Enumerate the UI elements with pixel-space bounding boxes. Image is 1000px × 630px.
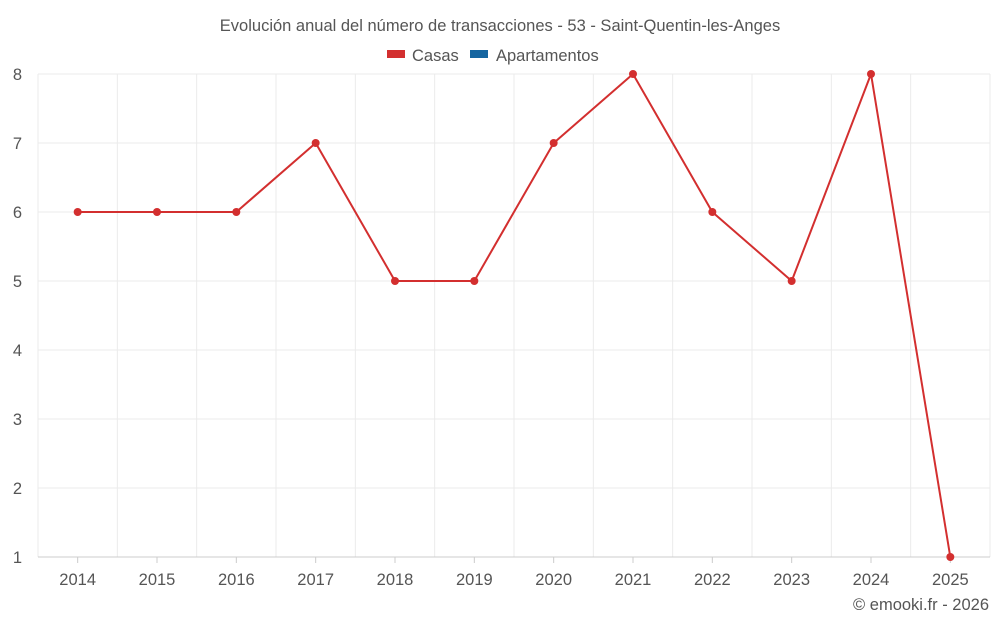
y-tick-label: 6 bbox=[13, 204, 22, 222]
credit-text: © emooki.fr - 2026 bbox=[853, 596, 989, 614]
x-tick-label: 2025 bbox=[932, 571, 969, 589]
legend-item-casas[interactable]: Casas bbox=[387, 47, 459, 65]
series-line-casas bbox=[77, 73, 952, 558]
data-point-casas[interactable] bbox=[946, 553, 955, 561]
x-tick-label: 2014 bbox=[59, 571, 96, 589]
data-point-casas[interactable] bbox=[629, 70, 637, 78]
chart-title: Evolución anual del número de transaccio… bbox=[220, 17, 780, 35]
y-tick-label: 5 bbox=[13, 273, 22, 291]
legend-swatch-casas bbox=[387, 50, 405, 58]
data-point-casas[interactable] bbox=[311, 139, 320, 147]
y-tick-label: 3 bbox=[13, 411, 22, 429]
x-tick-label: 2024 bbox=[853, 571, 890, 589]
data-point-casas[interactable] bbox=[787, 277, 796, 285]
legend: Casas Apartamentos bbox=[387, 47, 599, 65]
legend-label-casas: Casas bbox=[412, 47, 459, 65]
y-tick-label: 1 bbox=[13, 549, 22, 567]
y-tick-label: 7 bbox=[13, 135, 22, 153]
data-point-casas[interactable] bbox=[391, 277, 399, 285]
data-point-casas[interactable] bbox=[549, 139, 558, 147]
x-tick-label: 2016 bbox=[218, 571, 255, 589]
y-tick-label: 4 bbox=[13, 342, 22, 360]
x-tick-label: 2018 bbox=[377, 571, 414, 589]
x-tick-label: 2022 bbox=[694, 571, 731, 589]
y-tick-label: 8 bbox=[13, 66, 22, 84]
legend-label-apartamentos: Apartamentos bbox=[496, 47, 599, 65]
data-point-casas[interactable] bbox=[470, 277, 479, 285]
y-tick-label: 2 bbox=[13, 480, 22, 498]
x-tick-label: 2020 bbox=[535, 571, 572, 589]
axes: 1 2 3 4 5 6 7 8 2014 2015 2016 2017 2018 2019 2020 2021… bbox=[13, 66, 990, 589]
legend-swatch-apartamentos bbox=[470, 50, 488, 58]
x-tick-label: 2023 bbox=[773, 571, 810, 589]
grid bbox=[37, 73, 991, 557]
x-tick-label: 2021 bbox=[615, 571, 652, 589]
data-point-casas[interactable] bbox=[73, 208, 82, 216]
data-point-casas[interactable] bbox=[708, 208, 717, 216]
legend-item-apartamentos[interactable]: Apartamentos bbox=[470, 47, 599, 65]
data-point-casas[interactable] bbox=[867, 70, 875, 78]
data-point-casas[interactable] bbox=[153, 208, 161, 216]
x-tick-label: 2015 bbox=[139, 571, 176, 589]
x-tick-label: 2019 bbox=[456, 571, 493, 589]
data-point-casas[interactable] bbox=[232, 208, 241, 216]
series bbox=[73, 70, 955, 561]
x-tick-label: 2017 bbox=[297, 571, 334, 589]
